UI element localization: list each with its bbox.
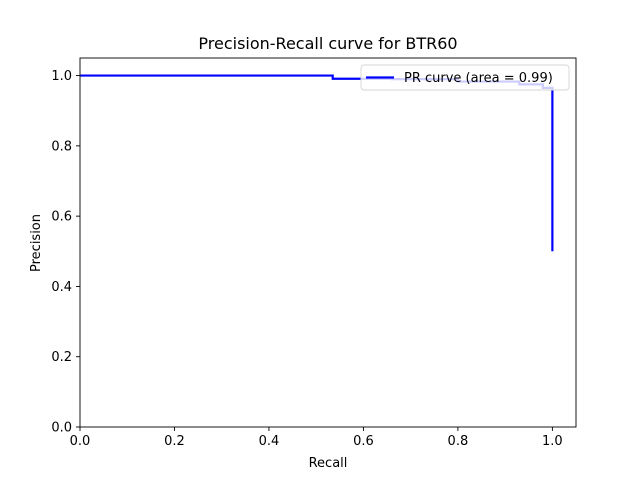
y-axis-label: Precision — [29, 214, 44, 272]
legend-label: PR curve (area = 0.99) — [404, 71, 553, 86]
x-tick-label: 0.8 — [448, 434, 469, 449]
y-tick-label: 0.6 — [51, 210, 72, 225]
x-tick-label: 0.6 — [353, 434, 374, 449]
x-tick-label: 0.2 — [164, 434, 185, 449]
y-tick-label: 0.0 — [51, 421, 72, 436]
y-tick-label: 1.0 — [51, 69, 72, 84]
x-tick-label: 0.0 — [70, 434, 91, 449]
y-tick-label: 0.8 — [51, 139, 72, 154]
x-tick-label: 0.4 — [259, 434, 280, 449]
axes-frame — [79, 57, 577, 428]
plot-area: 0.0 0.2 0.4 0.6 0.8 1.0 0.0 0.2 0.4 0.6 0.8 1.0 PR c… — [51, 57, 577, 449]
legend-box — [360, 64, 570, 91]
y-tick-label: 0.4 — [51, 280, 72, 295]
chart-title: Precision-Recall curve for BTR60 — [198, 34, 457, 53]
x-tick-label: 1.0 — [542, 434, 563, 449]
x-axis-label: Recall — [309, 456, 348, 471]
y-tick-label: 0.2 — [51, 350, 72, 365]
